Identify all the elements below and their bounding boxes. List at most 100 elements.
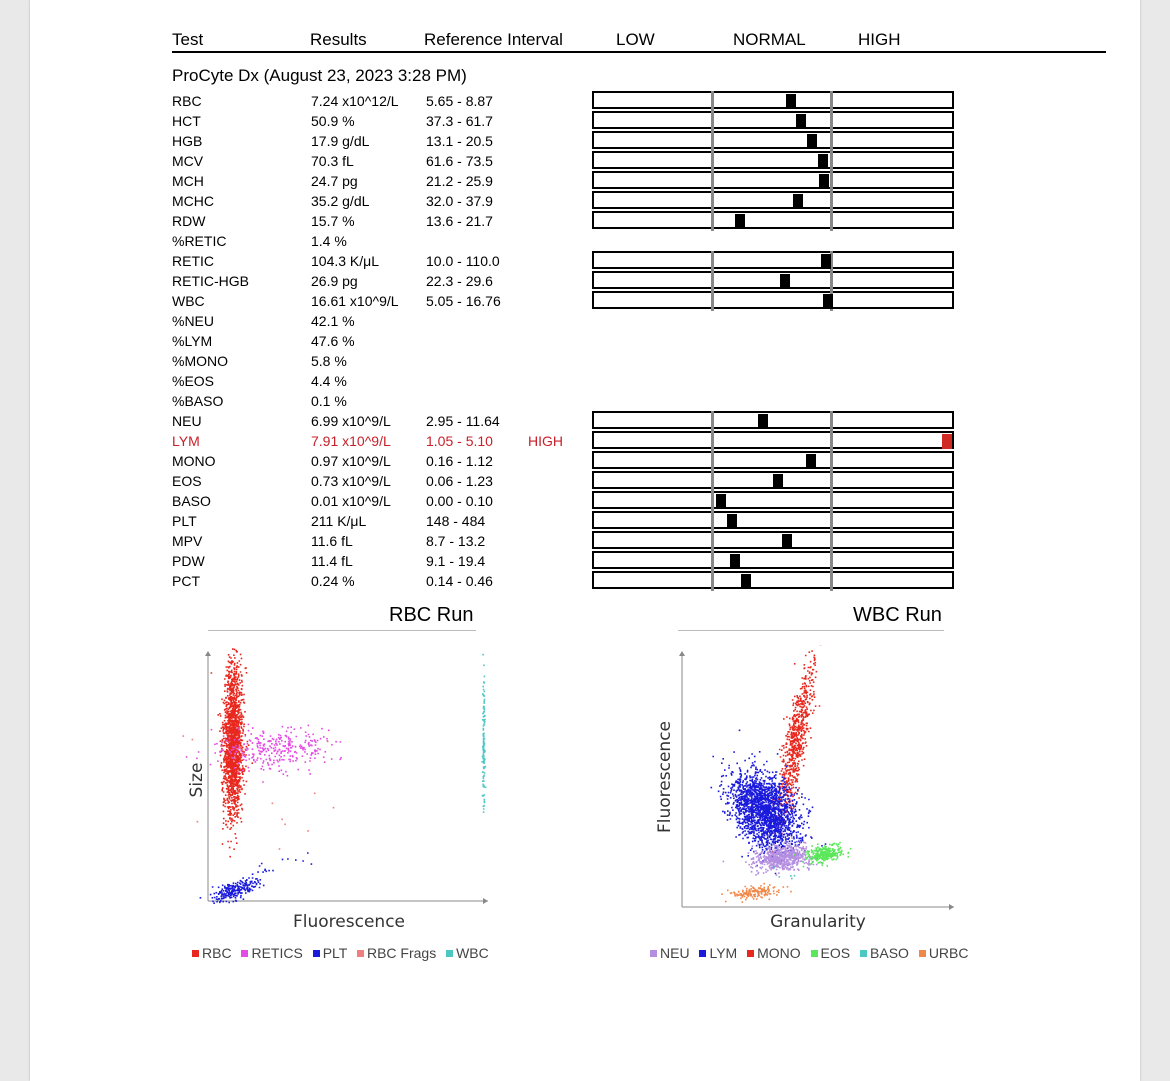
wbc-legend: NEU LYM MONO EOS BASO URBC [644,945,968,961]
test-name: LYM [172,433,200,449]
test-name: RETIC-HGB [172,273,249,289]
result-value: 24.7 pg [311,173,358,189]
wbc-scatter-points [710,645,852,903]
range-gauge [592,511,954,531]
rbc-legend: RBC RETICS PLT RBC Frags WBC [186,945,489,961]
reference-interval: 37.3 - 61.7 [426,113,493,129]
result-value: 4.4 % [311,373,347,389]
test-name: %EOS [172,373,215,389]
gauge-marker [735,214,745,229]
reference-interval: 21.2 - 25.9 [426,173,493,189]
rbc-cluster [210,648,254,858]
gauge-boundary [830,191,833,211]
gauge-boundary [830,211,833,231]
gauge-marker [806,454,816,469]
gauge-boundary [711,211,714,231]
test-name: RBC [172,93,202,109]
range-gauge [592,411,954,431]
gauge-marker [796,114,806,129]
gauge-boundary [711,571,714,591]
gauge-marker [727,514,737,529]
result-value: 0.01 x10^9/L [311,493,391,509]
header-results: Results [310,30,367,49]
test-name: MCHC [172,193,214,209]
result-value: 42.1 % [311,313,355,329]
legend-swatch-mono [747,950,755,958]
gauge-boundary [711,471,714,491]
gauge-marker [786,94,796,109]
result-value: 11.6 fL [311,533,353,549]
gauge-boundary [711,171,714,191]
gauge-marker [773,474,783,489]
gauge-boundary [711,491,714,511]
test-name: PCT [172,573,200,589]
gauge-boundary [830,111,833,131]
legend-swatch-plt [312,950,320,958]
wbc-plot-title: WBC Run [853,604,942,626]
baso-cluster [773,866,796,880]
gauge-marker [780,274,790,289]
result-value: 15.7 % [311,213,355,229]
reference-interval: 22.3 - 29.6 [426,273,493,289]
test-name: MPV [172,533,203,549]
legend-baso: BASO [854,945,909,961]
test-name: EOS [172,473,202,489]
reference-interval: 0.00 - 0.10 [426,493,493,509]
reference-interval: 9.1 - 19.4 [426,553,486,569]
result-value: 35.2 g/dL [311,193,370,209]
result-value: 70.3 fL [311,153,354,169]
result-value: 104.3 K/μL [311,253,380,269]
legend-rbc-frags: RBC Frags [351,945,436,961]
legend-swatch-rbc [192,950,199,958]
range-gauge [592,451,954,471]
gauge-boundary [711,431,714,451]
gauge-boundary [830,411,833,431]
test-name: RDW [172,213,206,229]
range-gauge [592,271,954,291]
range-gauge [592,131,954,151]
test-name: BASO [172,493,211,509]
rbc-scatter-plot: Size Fluorescence [182,648,488,932]
range-gauge [592,191,954,211]
result-value: 17.9 g/dL [311,133,370,149]
rbc-cluster-tail [223,649,248,741]
reference-interval: 13.1 - 20.5 [426,133,493,149]
range-gauge [592,171,954,191]
result-value: 16.61 x10^9/L [311,293,399,309]
gauge-boundary [711,531,714,551]
lym-cluster [710,729,827,875]
plt-cluster [199,877,262,904]
result-value: 211 K/μL [311,513,367,529]
result-value: 1.4 % [311,233,347,249]
reference-interval: 5.05 - 16.76 [426,293,501,309]
test-name: %RETIC [172,233,227,249]
reference-interval: 148 - 484 [426,513,486,529]
legend-swatch-rbc-frags [356,950,364,958]
test-name: %LYM [172,333,213,349]
eos-cluster [793,841,852,868]
wbc-scatter-plot: Fluorescence Granularity [655,645,954,932]
gauge-boundary [711,131,714,151]
reference-interval: 0.16 - 1.12 [426,453,493,469]
result-value: 0.97 x10^9/L [311,453,391,469]
header-reference-interval: Reference Interval [424,30,563,49]
gauge-marker [942,434,952,449]
gauge-boundary [830,131,833,151]
gauge-marker [818,154,828,169]
rbc-plot-rule [208,630,476,631]
gauge-boundary [711,111,714,131]
range-gauge [592,431,954,451]
range-gauge [592,571,954,591]
range-gauge [592,151,954,171]
flag-label: HIGH [528,433,563,449]
reference-interval: 10.0 - 110.0 [426,253,500,269]
test-name: %BASO [172,393,224,409]
section-title: ProCyte Dx (August 23, 2023 3:28 PM) [172,66,467,85]
legend-retics: RETICS [235,945,303,961]
range-gauge [592,91,954,111]
legend-swatch-neu [650,950,657,958]
test-name: PDW [172,553,205,569]
legend-swatch-retics [241,950,249,958]
reference-interval: 8.7 - 13.2 [426,533,486,549]
gauge-boundary [711,411,714,431]
